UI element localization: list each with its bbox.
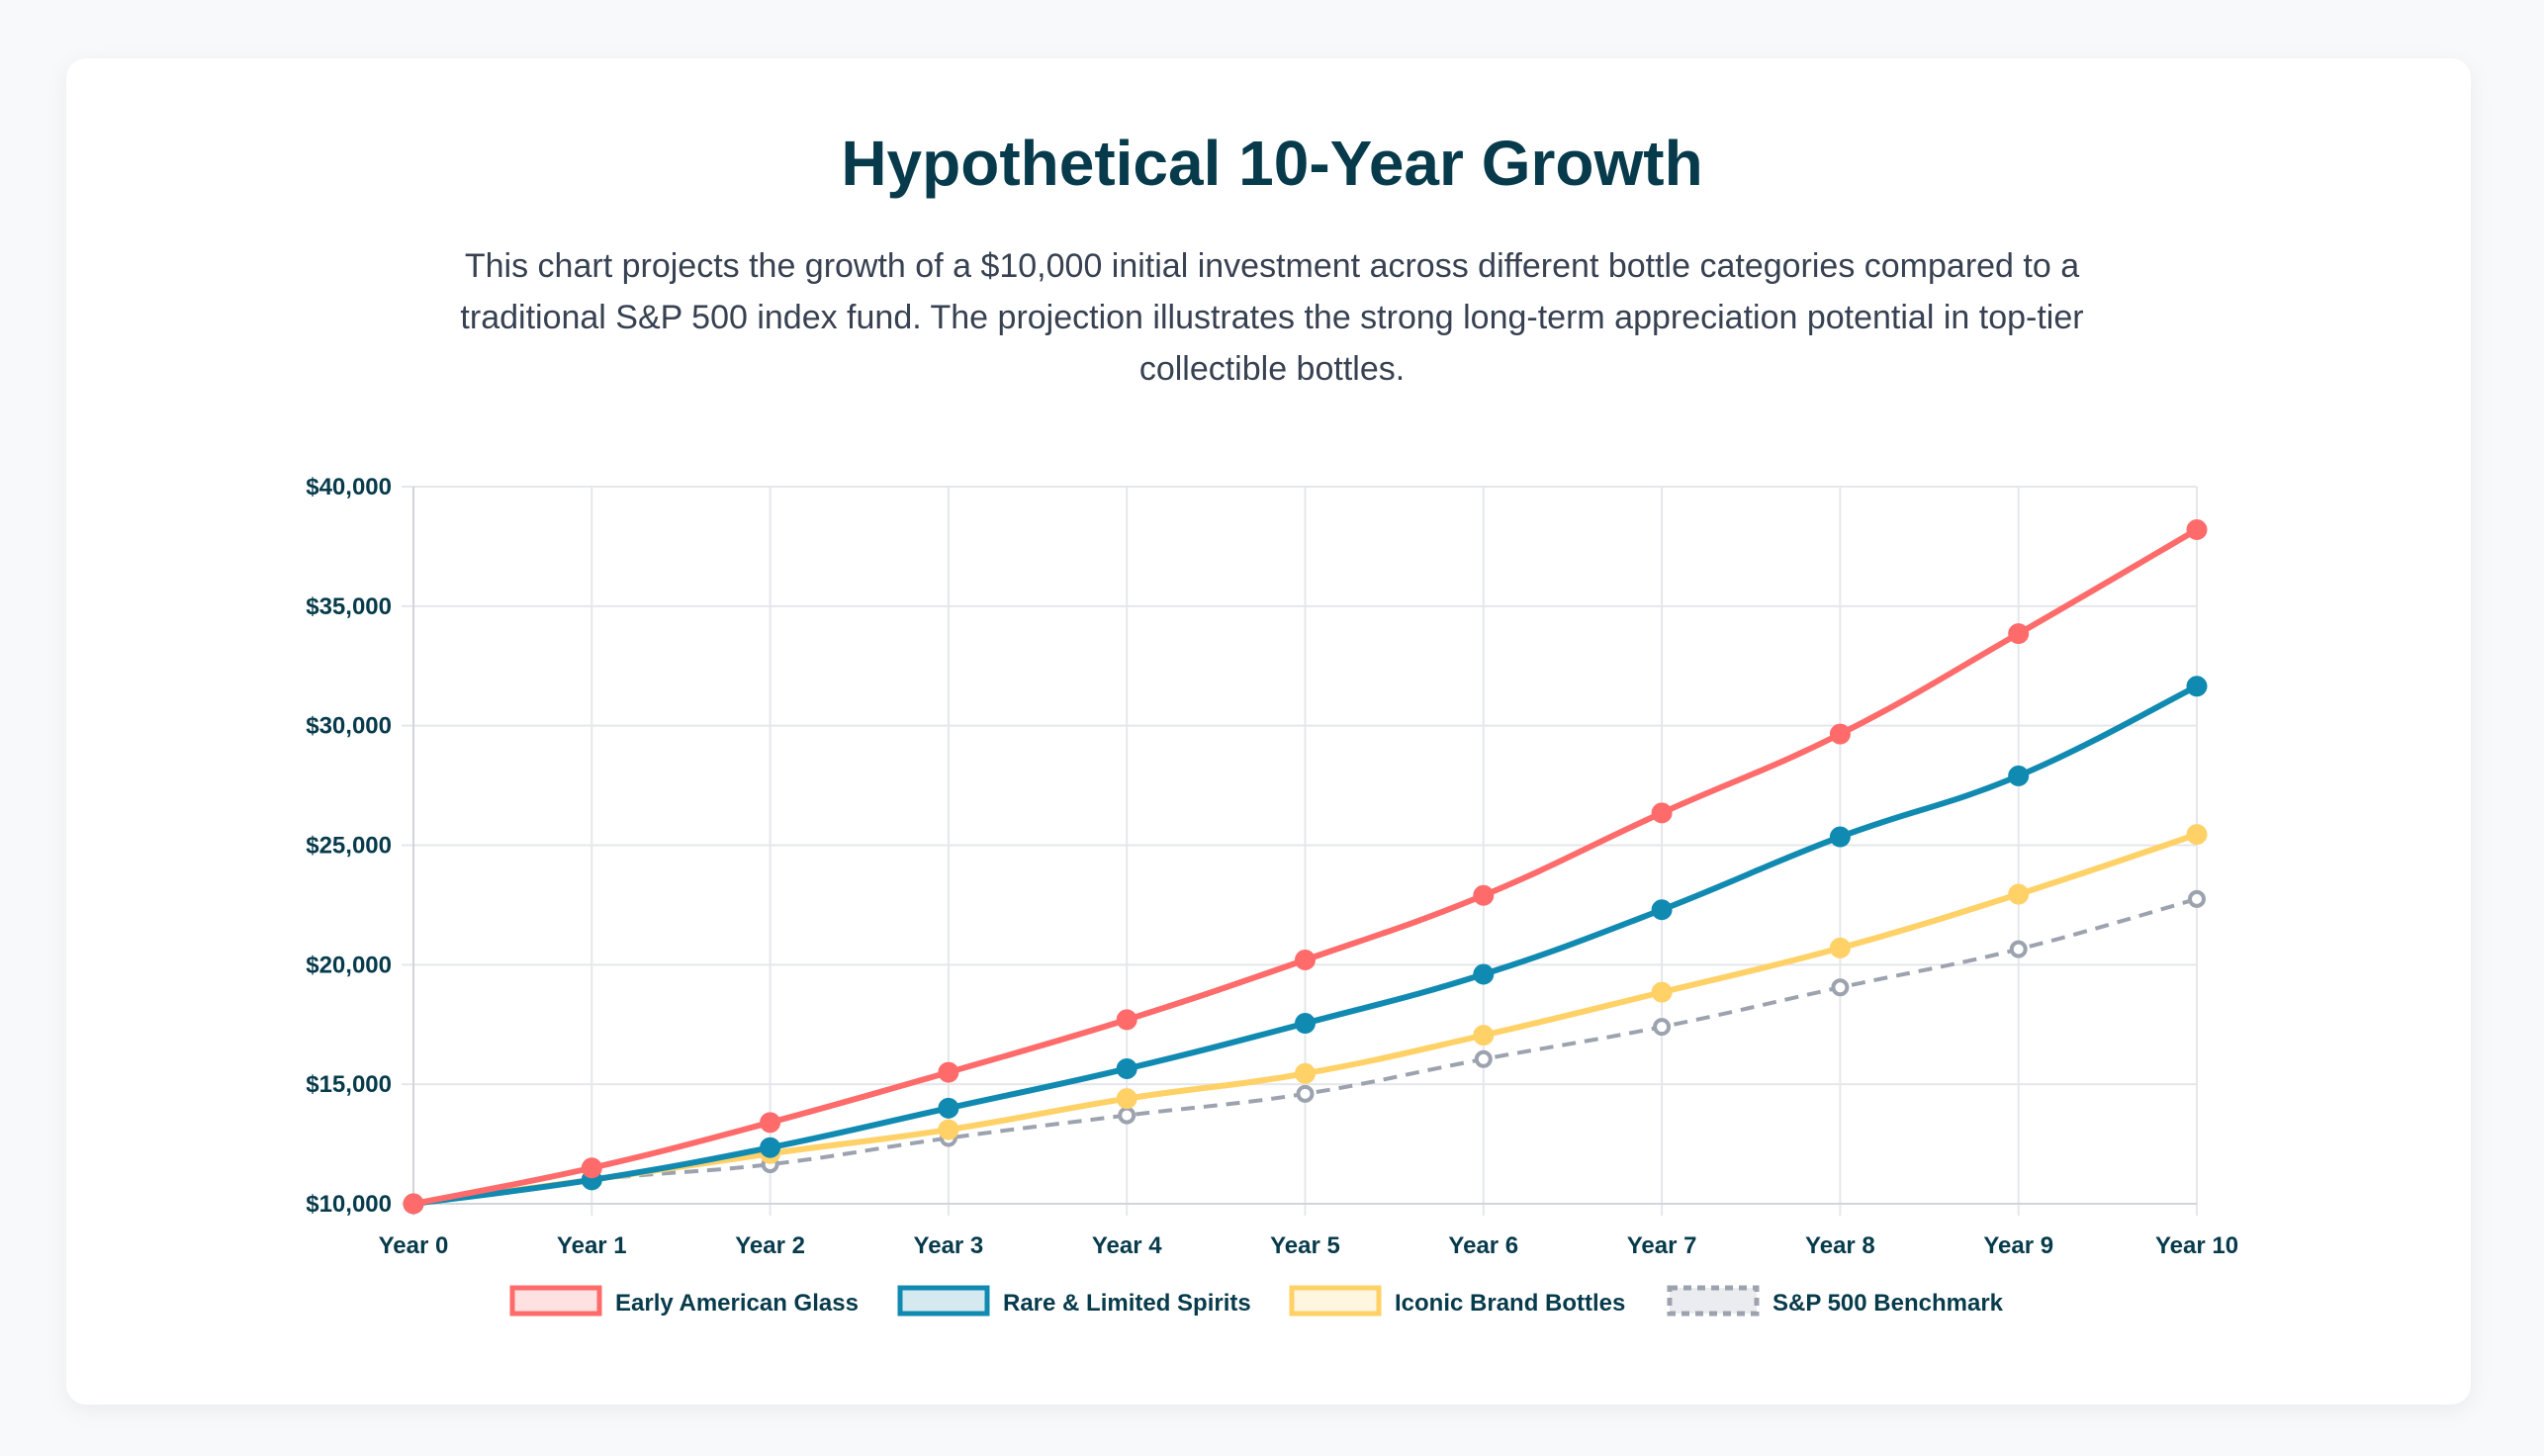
data-point-early-american-glass: [1295, 950, 1316, 970]
series-line-early-american-glass: [412, 526, 2199, 1207]
data-point-early-american-glass: [1651, 802, 1673, 824]
x-tick-label: Year 3: [914, 1232, 984, 1259]
data-point-s-p-500-benchmark: [2009, 940, 2028, 958]
data-point-early-american-glass: [938, 1061, 959, 1083]
data-point-rare-limited-spirits: [1295, 1013, 1316, 1035]
y-tick-label: $25,000: [306, 833, 392, 860]
x-tick-label: Year 8: [1805, 1232, 1875, 1259]
data-point-iconic-brand-bottles: [1473, 1025, 1495, 1046]
data-point-early-american-glass: [760, 1112, 781, 1134]
y-tick-label: $20,000: [306, 952, 392, 978]
data-point-rare-limited-spirits: [1116, 1057, 1137, 1079]
data-point-s-p-500-benchmark: [1118, 1106, 1136, 1125]
chart-description: This chart projects the growth of a $10,…: [460, 247, 2084, 388]
data-point-early-american-glass: [1829, 723, 1851, 745]
data-point-rare-limited-spirits: [1829, 826, 1851, 848]
x-tick-label: Year 1: [557, 1232, 627, 1259]
legend-swatch: [897, 1285, 990, 1317]
legend: Early American Glass Rare & Limited Spiri…: [509, 1285, 2004, 1317]
y-tick-label: $40,000: [306, 474, 392, 500]
data-point-early-american-glass: [2186, 519, 2208, 540]
y-tick-label: $30,000: [306, 713, 392, 740]
legend-label: S&P 500 Benchmark: [1772, 1290, 2004, 1317]
chart-card: [66, 58, 2471, 1405]
x-tick-label: Year 4: [1092, 1232, 1162, 1259]
data-point-iconic-brand-bottles: [1651, 981, 1673, 1003]
data-point-iconic-brand-bottles: [1295, 1062, 1316, 1084]
y-tick-label: $10,000: [306, 1191, 392, 1218]
data-point-iconic-brand-bottles: [2186, 824, 2208, 846]
page-title: Hypothetical 10-Year Growth: [841, 128, 1703, 199]
data-point-rare-limited-spirits: [1651, 899, 1673, 921]
data-point-early-american-glass: [403, 1193, 424, 1215]
data-point-early-american-glass: [1116, 1009, 1137, 1031]
data-point-s-p-500-benchmark: [1296, 1084, 1315, 1103]
legend-swatch: [1289, 1285, 1382, 1317]
x-tick-label: Year 6: [1448, 1232, 1518, 1259]
data-point-s-p-500-benchmark: [1653, 1018, 1672, 1037]
x-tick-label: Year 7: [1627, 1232, 1697, 1259]
x-tick-label: Year 5: [1270, 1232, 1340, 1259]
x-tick-label: Year 9: [1983, 1232, 2053, 1259]
y-tick-label: $15,000: [306, 1071, 392, 1098]
data-point-rare-limited-spirits: [760, 1137, 781, 1158]
axes: $10,000 $15,000 $20,000 $25,000 $30,000 $35,0…: [306, 474, 2238, 1259]
legend-label: Early American Glass: [615, 1290, 859, 1317]
data-point-early-american-glass: [1473, 884, 1495, 906]
grid: [402, 486, 2198, 1216]
data-point-s-p-500-benchmark: [2188, 889, 2206, 908]
legend-label: Rare & Limited Spirits: [1003, 1290, 1251, 1317]
legend-label: Iconic Brand Bottles: [1395, 1290, 1625, 1317]
legend-swatch: [509, 1285, 602, 1317]
data-point-rare-limited-spirits: [938, 1097, 959, 1119]
data-point-early-american-glass: [2008, 623, 2030, 645]
data-point-rare-limited-spirits: [2008, 765, 2030, 786]
legend-swatch: [1667, 1285, 1760, 1317]
data-point-iconic-brand-bottles: [1829, 937, 1851, 958]
data-point-iconic-brand-bottles: [938, 1119, 959, 1140]
data-point-iconic-brand-bottles: [1116, 1088, 1137, 1110]
data-point-early-american-glass: [581, 1157, 602, 1179]
data-point-s-p-500-benchmark: [1474, 1049, 1493, 1068]
data-point-rare-limited-spirits: [1473, 963, 1495, 985]
y-tick-label: $35,000: [306, 593, 392, 620]
data-point-rare-limited-spirits: [2186, 676, 2208, 697]
x-tick-label: Year 10: [2155, 1232, 2238, 1259]
data-point-iconic-brand-bottles: [2008, 883, 2030, 905]
x-tick-label: Year 2: [735, 1232, 805, 1259]
series-lines: [403, 519, 2208, 1215]
data-point-s-p-500-benchmark: [1831, 978, 1850, 997]
x-tick-label: Year 0: [379, 1232, 449, 1259]
